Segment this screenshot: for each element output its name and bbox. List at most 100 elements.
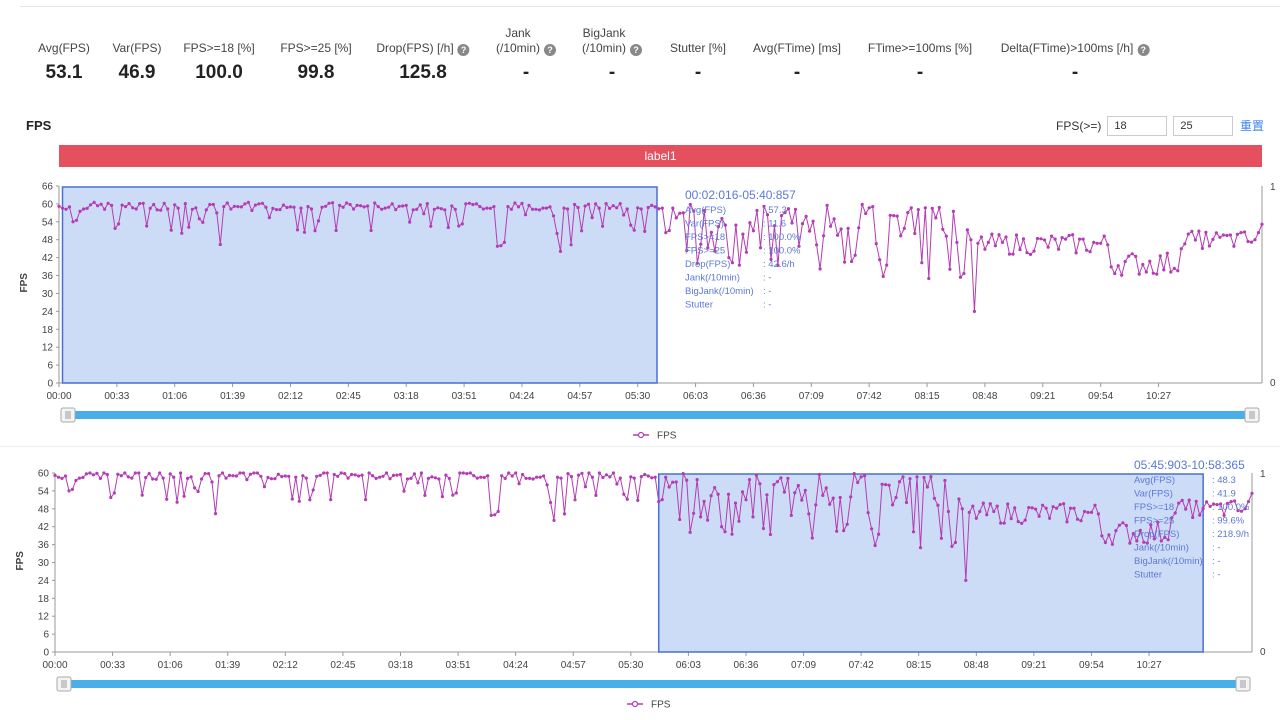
fps-data-point (1067, 233, 1071, 238)
help-icon[interactable]: ? (544, 44, 557, 56)
fps-data-point (496, 509, 500, 514)
fps-data-point (297, 499, 301, 503)
zoom-slider-track[interactable] (68, 411, 1252, 419)
fps-data-point (241, 471, 245, 475)
fps-data-point (429, 224, 433, 228)
fps-data-point (123, 471, 127, 475)
fps-data-point (1148, 259, 1152, 263)
help-icon[interactable]: ? (1137, 44, 1150, 56)
fps-data-point (530, 207, 535, 211)
fps-data-point (1035, 236, 1040, 241)
x-tick-label: 01:06 (162, 391, 187, 402)
fps-data-point (1109, 265, 1113, 269)
fps-data-point (657, 207, 661, 211)
label-bar[interactable]: label1 (59, 145, 1262, 167)
fps-data-point (1158, 254, 1162, 258)
fps-data-point (360, 473, 364, 477)
zoom-handle-left[interactable] (60, 407, 76, 423)
fps-data-point (535, 475, 539, 479)
stat-label: Jank (/10min)? (496, 24, 557, 56)
fps-data-point (1007, 252, 1012, 256)
fps-chart-top[interactable]: 0 6 12 18 24 30 36 42 48 54 60 66 1 0 FPS 00:00 00:33 01:… (0, 176, 1280, 442)
fps-data-point (929, 475, 933, 479)
zoom-handle-right[interactable] (1235, 676, 1251, 692)
fps-data-point (884, 483, 888, 487)
fps-data-point (285, 205, 289, 210)
fps-data-point (971, 504, 975, 508)
fps-data-point (1044, 506, 1048, 510)
fps-data-point (878, 258, 882, 262)
fps-data-point (74, 218, 79, 222)
selection-stat-key: FPS>=25 (1134, 516, 1174, 527)
zoom-handle-right[interactable] (1244, 407, 1260, 423)
fps-data-point (988, 502, 992, 506)
selection-stat-value: : 100.0% (763, 232, 801, 243)
fps-data-point (678, 211, 682, 215)
fps-data-point (632, 476, 636, 480)
fps-data-point (555, 475, 560, 479)
selection-box[interactable] (657, 473, 1204, 653)
fps-data-point (815, 243, 819, 247)
fps-data-point (232, 204, 236, 208)
fps-data-point (953, 540, 958, 545)
fps-data-point (464, 202, 468, 206)
fps-data-point (1123, 259, 1127, 264)
fps-data-point (271, 206, 275, 210)
fps-data-point (334, 228, 338, 233)
fps-data-point (1009, 517, 1013, 521)
fps-data-point (162, 201, 166, 205)
reset-button[interactable]: 重置 (1240, 119, 1265, 133)
fps-data-point (995, 504, 999, 508)
fps-data-point (1000, 240, 1005, 244)
fps-data-point (972, 309, 977, 313)
fps-data-point (1145, 541, 1149, 545)
help-icon[interactable]: ? (457, 44, 470, 56)
help-icon[interactable]: ? (630, 44, 643, 56)
fps-data-point (203, 472, 207, 476)
fps-data-point (772, 483, 776, 487)
fps-data-point (1099, 241, 1103, 245)
x-tick-label: 07:42 (857, 391, 882, 402)
fps-data-point (835, 529, 839, 533)
legend-fps[interactable]: FPS (627, 700, 671, 711)
fps-data-point (1151, 271, 1155, 275)
zoom-handle-left[interactable] (56, 676, 72, 692)
fps-threshold-25-input[interactable] (1173, 116, 1234, 136)
fps-data-point (1062, 502, 1066, 506)
fps-data-point (1162, 268, 1166, 272)
fps-data-point (316, 219, 321, 223)
fps-data-point (405, 477, 410, 481)
fps-data-point (796, 483, 800, 488)
stat-label: Avg(FPS) (38, 24, 90, 56)
fps-data-point (116, 472, 120, 476)
fps-data-point (315, 474, 319, 478)
stat-7: Stutter [%] - (670, 24, 726, 84)
selection-stat-key: BigJank(/10min) (1134, 556, 1203, 567)
legend-fps[interactable]: FPS (633, 431, 677, 442)
fps-data-point (273, 477, 277, 481)
fps-data-point (1050, 234, 1054, 238)
fps-data-point (514, 471, 518, 475)
fps-data-point (197, 217, 201, 221)
fps-data-point (810, 536, 814, 540)
fps-data-point (1200, 246, 1204, 250)
fps-data-point (779, 476, 783, 480)
fps-data-point (831, 496, 835, 500)
fps-threshold-18-input[interactable] (1107, 116, 1168, 136)
fps-data-point (252, 471, 256, 475)
fps-data-point (210, 480, 214, 484)
fps-data-point (993, 244, 998, 248)
fps-data-point (82, 207, 86, 211)
selection-box[interactable] (61, 186, 658, 384)
fps-data-point (871, 205, 875, 209)
fps-data-point (109, 495, 113, 500)
fps-data-point (159, 208, 163, 212)
fps-chart-bottom[interactable]: 0 6 12 18 24 30 36 42 48 54 60 1 0 FPS 00:00 00:33 01:06… (0, 448, 1280, 718)
fps-data-point (215, 211, 219, 215)
fps-data-point (1155, 272, 1159, 276)
fps-data-point (951, 209, 956, 213)
fps-data-point (923, 206, 927, 210)
fps-data-point (502, 240, 506, 244)
zoom-slider-track[interactable] (64, 680, 1243, 688)
fps-data-point (1034, 507, 1038, 511)
